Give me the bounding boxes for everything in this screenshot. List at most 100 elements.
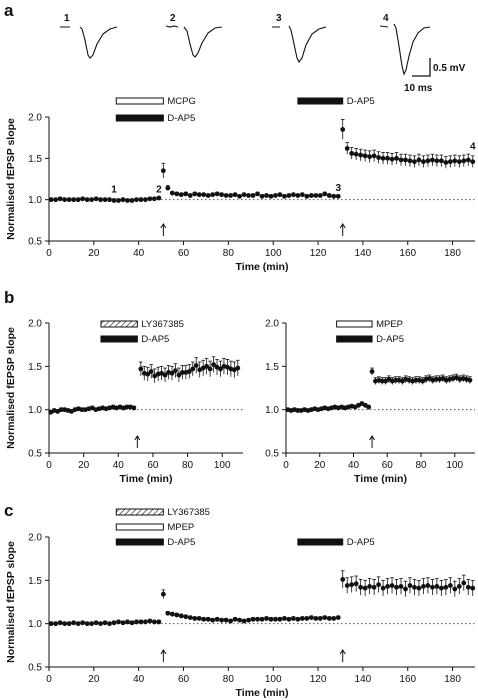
y-tick-label: 1.0 [28, 619, 42, 630]
x-tick-label: 80 [223, 674, 235, 685]
drug-bar-label: MPEP [376, 319, 403, 330]
data-point [165, 185, 171, 191]
data-point [71, 197, 77, 203]
y-tick-label: 1.5 [28, 576, 42, 587]
x-tick-label: 80 [223, 248, 235, 259]
data-point [131, 405, 137, 411]
data-point [80, 620, 86, 626]
data-point [358, 584, 364, 590]
data-point [273, 193, 278, 198]
y-tick-label: 0.5 [265, 449, 279, 460]
data-point [465, 157, 471, 163]
x-tick-label: 180 [444, 248, 461, 259]
data-point [447, 159, 453, 165]
x-tick-label: 140 [355, 674, 372, 685]
data-point [179, 370, 185, 375]
time-point-annotation: 3 [335, 183, 341, 194]
data-point [75, 197, 81, 203]
data-point [295, 193, 301, 198]
data-point [412, 159, 417, 165]
data-point [398, 584, 404, 589]
data-point [116, 198, 121, 203]
data-point [366, 404, 372, 410]
data-point [156, 195, 162, 201]
data-point [183, 191, 189, 197]
scale-label-mv: 0.5 mV [433, 63, 466, 74]
data-point [452, 158, 458, 164]
data-point [385, 155, 390, 161]
data-point [151, 619, 157, 625]
trace-2 [165, 25, 223, 58]
x-tick-label: 60 [382, 460, 394, 471]
data-point [335, 193, 341, 199]
y-tick-label: 1.5 [28, 362, 42, 373]
data-point [461, 158, 467, 164]
data-point [207, 366, 213, 372]
panel-label-a: a [4, 1, 14, 20]
drug-bar [297, 538, 344, 546]
data-point [173, 368, 178, 374]
data-point [107, 197, 112, 203]
x-tick-label: 40 [348, 460, 360, 471]
x-tick-label: 40 [133, 674, 145, 685]
data-point [389, 156, 395, 162]
drug-bar-label: D-AP5 [347, 537, 375, 548]
y-tick-label: 2.0 [28, 113, 42, 124]
data-point [362, 153, 368, 159]
data-point [367, 584, 373, 589]
stimulus-arrow-head [369, 435, 375, 441]
data-point [349, 582, 355, 588]
data-point [456, 159, 462, 165]
data-point [456, 584, 462, 589]
data-point [277, 192, 283, 198]
x-tick-label: 20 [88, 248, 100, 259]
data-point [93, 620, 99, 626]
data-point [57, 196, 63, 202]
data-point [304, 193, 310, 199]
data-point [174, 612, 180, 618]
data-point [201, 192, 207, 198]
data-point [232, 192, 238, 198]
panel-label-c: c [4, 501, 13, 520]
drug-bar [297, 97, 344, 105]
data-point [259, 193, 265, 199]
data-point [151, 196, 157, 202]
x-tick-label: 140 [355, 248, 372, 259]
data-point [53, 197, 59, 203]
data-point [211, 362, 216, 367]
x-tick-label: 20 [314, 460, 326, 471]
data-point [210, 617, 216, 623]
drug-bar [115, 508, 164, 516]
data-point [116, 619, 121, 625]
drug-bar-label: D-AP5 [141, 334, 169, 345]
data-point [148, 369, 154, 374]
data-point [79, 407, 85, 413]
drug-bar-label: LY367385 [141, 319, 184, 330]
data-point [379, 378, 385, 384]
data-point [160, 591, 166, 597]
data-point [434, 584, 440, 589]
data-point [169, 611, 175, 617]
y-tick-label: 0.5 [28, 237, 42, 248]
data-point [237, 617, 242, 623]
data-point [250, 616, 256, 622]
data-point [259, 616, 265, 622]
panel-c-chart: 0.5 1.0 1.5 2.0 0 20 40 60 80 100 120 140 160 180 Time… [5, 507, 476, 699]
data-point [134, 197, 139, 203]
data-point [111, 198, 117, 203]
data-point [443, 584, 449, 590]
x-tick-label: 0 [46, 460, 52, 471]
y-tick-label: 1.0 [28, 405, 42, 416]
x-tick-label: 20 [78, 460, 90, 471]
data-point [186, 369, 192, 374]
data-point [71, 620, 77, 626]
data-point [425, 583, 431, 588]
drug-bar-label: D-AP5 [167, 537, 195, 548]
trace-label-1: 1 [64, 13, 70, 24]
data-point [57, 620, 63, 626]
data-point [187, 193, 193, 198]
data-point [362, 585, 368, 591]
data-point [89, 197, 94, 203]
drug-bar [100, 320, 138, 328]
